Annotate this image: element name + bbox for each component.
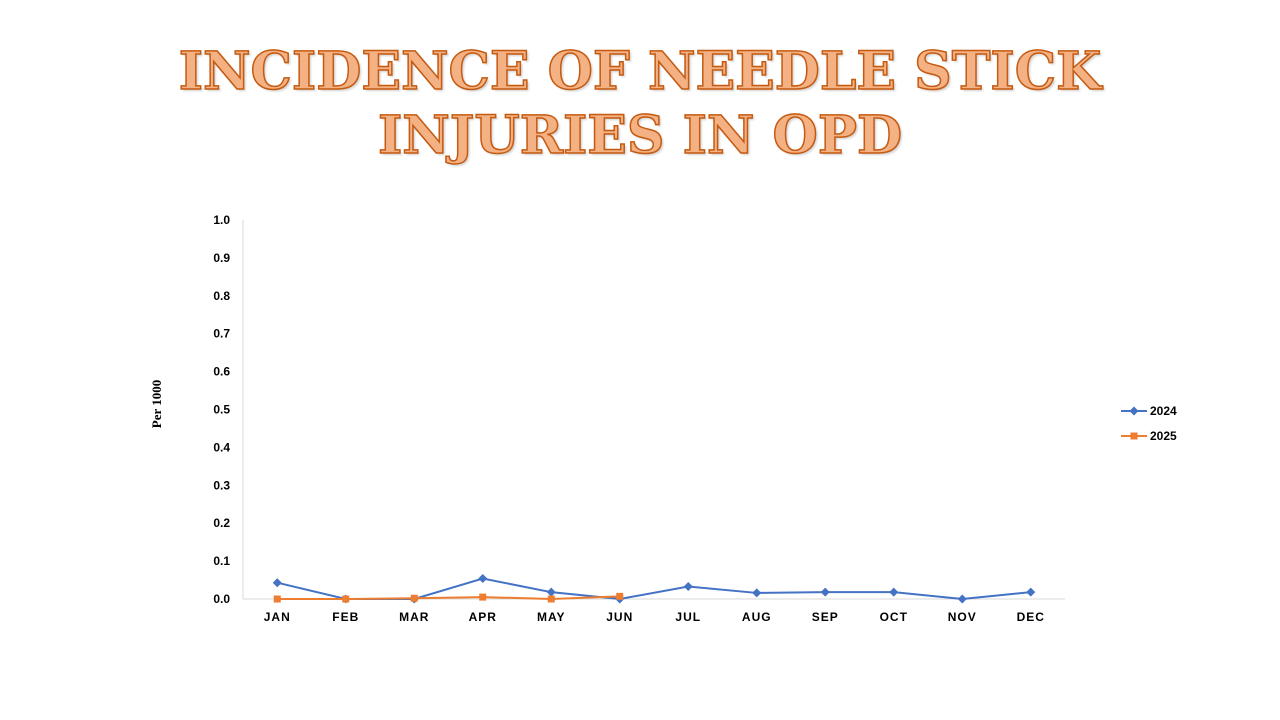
data-point-2025: [547, 595, 555, 603]
y-tick-label: 0.7: [213, 327, 230, 341]
series-line-2025: [277, 595, 620, 601]
x-tick-label: SEP: [812, 610, 839, 624]
data-point-2024: [546, 587, 556, 597]
y-tick-label: 0.9: [213, 251, 230, 265]
x-tick-label: FEB: [332, 610, 359, 624]
y-tick-label: 0.5: [213, 403, 230, 417]
chart-title: INCIDENCE OF NEEDLE STICK INJURIES IN OP…: [178, 40, 1102, 167]
data-point-2024: [957, 594, 967, 604]
data-point-2024: [683, 581, 693, 591]
x-tick-label: JUL: [675, 610, 701, 624]
series-layer: [272, 574, 1036, 604]
legend-label-2024: 2024: [1150, 404, 1177, 418]
legend-label-2025: 2025: [1150, 429, 1177, 443]
data-point-2024: [889, 587, 899, 597]
axis-layer: [242, 220, 1065, 600]
tick-layer: 0.0 0.1 0.2 0.3 0.4 0.5 0.6 0.7 0.8 0.9 1.0 JAN FEB M…: [213, 213, 1045, 624]
data-point-2024: [820, 587, 830, 597]
y-tick-label: 0.3: [213, 478, 230, 492]
x-tick-label: NOV: [948, 610, 977, 624]
x-tick-label: JAN: [264, 610, 291, 624]
series-line-2024: [277, 577, 1031, 601]
data-point-2025: [342, 595, 350, 603]
x-tick-label: APR: [469, 610, 497, 624]
y-tick-label: 0.4: [213, 440, 230, 454]
legend-marker-2025: [1130, 432, 1138, 440]
y-tick-label: 1.0: [213, 213, 230, 227]
x-tick-label: AUG: [742, 610, 772, 624]
y-tick-label: 0.0: [213, 592, 230, 606]
data-point-2025: [616, 592, 624, 600]
data-point-2025: [479, 593, 487, 601]
x-tick-label: OCT: [880, 610, 908, 624]
data-point-2024: [1026, 587, 1036, 597]
data-point-2025: [410, 594, 418, 602]
data-point-2024: [752, 588, 762, 598]
y-tick-label: 0.2: [213, 516, 230, 530]
x-tick-label: DEC: [1017, 610, 1045, 624]
x-tick-label: JUN: [606, 610, 633, 624]
data-point-2024: [478, 574, 488, 584]
legend-marker-2024: [1129, 406, 1139, 416]
y-axis-label: Per 1000: [149, 380, 164, 429]
y-tick-label: 0.8: [213, 289, 230, 303]
y-tick-label: 0.6: [213, 365, 230, 379]
y-tick-label: 0.1: [213, 554, 230, 568]
data-point-2025: [273, 595, 281, 603]
data-point-2024: [272, 578, 282, 588]
x-tick-label: MAR: [399, 610, 429, 624]
legend-layer: 2024 2025: [1121, 404, 1177, 443]
x-tick-label: MAY: [537, 610, 566, 624]
